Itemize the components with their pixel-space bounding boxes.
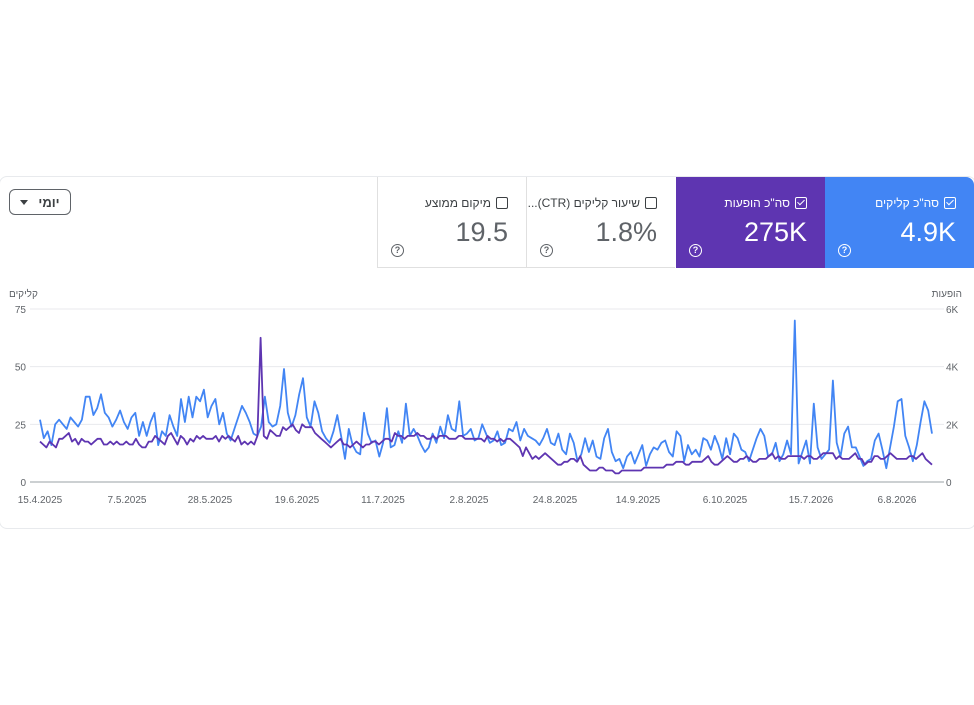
- metric-card-clicks[interactable]: סה"כ קליקים 4.9K ?: [825, 177, 974, 268]
- help-icon[interactable]: ?: [391, 244, 404, 257]
- metric-value: 275K: [743, 217, 807, 247]
- metric-label: מיקום ממוצע: [424, 196, 491, 210]
- right-axis-tick: 6K: [946, 305, 959, 316]
- metric-value: 19.5: [455, 217, 508, 247]
- metric-label: סה"כ הופעות: [724, 196, 790, 210]
- right-axis-tick: 4K: [946, 363, 959, 374]
- help-icon[interactable]: ?: [540, 244, 553, 257]
- metric-label: סה"כ קליקים: [875, 196, 939, 210]
- right-axis-tick: 2K: [946, 420, 959, 431]
- checkbox-unchecked-icon[interactable]: [645, 197, 657, 209]
- help-icon[interactable]: ?: [838, 244, 851, 257]
- x-axis-tick: 6.8.2026: [878, 495, 917, 506]
- impressions-series-line: [39, 336, 933, 475]
- metric-value: 1.8%: [595, 217, 657, 247]
- left-axis-tick: 75: [15, 305, 27, 316]
- x-axis-tick: 24.8.2025: [533, 495, 578, 506]
- x-axis-tick: 2.8.2025: [450, 495, 489, 506]
- metric-value: 4.9K: [900, 217, 956, 247]
- checkbox-unchecked-icon[interactable]: [496, 197, 508, 209]
- x-axis-tick: 6.10.2025: [703, 495, 748, 506]
- x-axis-tick: 19.6.2025: [275, 495, 320, 506]
- x-axis-tick: 14.9.2025: [616, 495, 661, 506]
- x-axis-tick: 15.7.2026: [789, 495, 834, 506]
- clicks-series-line: [39, 319, 933, 470]
- help-icon[interactable]: ?: [689, 244, 702, 257]
- metric-card-ctr[interactable]: שיעור קליקים (CTR)... 1.8% ?: [526, 177, 675, 268]
- left-axis-tick: 25: [15, 420, 27, 431]
- x-axis-tick: 7.5.2025: [108, 495, 147, 506]
- period-label: יומי: [38, 194, 60, 210]
- metric-label: שיעור קליקים (CTR)...: [527, 196, 640, 210]
- x-axis-tick: 15.4.2025: [18, 495, 63, 506]
- x-axis-tick: 11.7.2025: [361, 495, 405, 506]
- metric-card-position[interactable]: מיקום ממוצע 19.5 ?: [377, 177, 526, 268]
- left-axis-title: קליקים: [9, 289, 38, 300]
- period-dropdown[interactable]: יומי: [9, 189, 71, 215]
- checkbox-checked-icon[interactable]: [795, 197, 807, 209]
- caret-down-icon: [20, 199, 29, 205]
- right-axis-title: הופעות: [931, 289, 962, 300]
- right-axis-tick: 0: [946, 478, 952, 489]
- left-axis-tick: 0: [20, 478, 26, 489]
- x-axis-tick: 28.5.2025: [188, 495, 233, 506]
- left-axis-tick: 50: [15, 363, 27, 374]
- metric-card-impressions[interactable]: סה"כ הופעות 275K ?: [676, 177, 825, 268]
- checkbox-checked-icon[interactable]: [944, 197, 956, 209]
